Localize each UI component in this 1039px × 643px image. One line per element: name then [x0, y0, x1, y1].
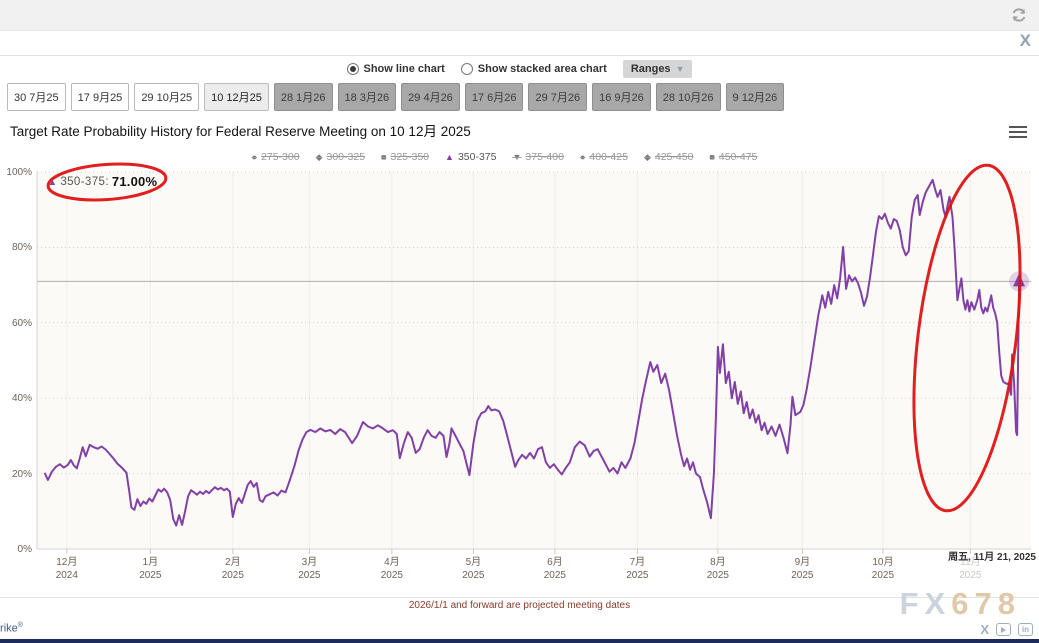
y-tick-80: 80%	[11, 242, 32, 254]
footer-divider	[0, 597, 1039, 598]
quikstrike-q-watermark: Q	[940, 191, 1023, 238]
tab-meeting-29-7月26[interactable]: 29 7月26	[528, 83, 588, 111]
tab-meeting-28-10月26[interactable]: 28 10月26	[655, 83, 721, 111]
social-icons: X in	[980, 622, 1033, 637]
tab-meeting-29-4月26[interactable]: 29 4月26	[401, 83, 460, 111]
diamond-marker-icon: ◆	[643, 152, 651, 162]
legend-item-375-400[interactable]: ▼ 375-400	[512, 151, 564, 163]
chart-type-controls: Show line chart Show stacked area chart …	[0, 59, 1039, 79]
tab-meeting-10-12月25[interactable]: 10 12月25	[204, 83, 269, 111]
square-marker-icon: ■	[381, 152, 387, 162]
legend-item-425-450[interactable]: ◆ 425-450	[643, 151, 694, 163]
tooltip-value: 71.00%	[111, 174, 158, 189]
share-strip	[0, 31, 1039, 55]
tab-meeting-17-6月26[interactable]: 17 6月26	[464, 83, 524, 111]
fx678-fx: FX	[899, 586, 952, 621]
tab-meeting-17-9月25[interactable]: 17 9月25	[70, 83, 130, 111]
radio-area-label: Show stacked area chart	[477, 63, 607, 75]
fx678-numbers: 678	[951, 586, 1021, 621]
fx678-watermark: FX678	[900, 586, 1021, 622]
tab-meeting-18-3月26[interactable]: 18 3月26	[337, 83, 397, 111]
radio-area-dot[interactable]	[460, 63, 473, 75]
y-tick-40: 40%	[11, 393, 32, 405]
x-tick-2月-2025: 2月 2025	[221, 557, 244, 581]
chart-legend: ● 275-300 ◆ 300-325 ■ 325-350 ▲ 350-375 ▼ 375-400…	[0, 151, 1009, 163]
x-tick-6月-2025: 6月 2025	[543, 557, 566, 581]
browser-toolbar	[0, 0, 1039, 31]
chevron-down-icon: ▼	[675, 64, 685, 74]
tooltip-series-label: 350-375:	[60, 175, 109, 188]
x-tick-8月-2025: 8月 2025	[706, 557, 729, 581]
radio-stacked-area[interactable]: Show stacked area chart	[460, 63, 607, 75]
bottom-navy-bar	[0, 639, 1039, 643]
refresh-icon[interactable]	[1009, 5, 1029, 25]
linkedin-icon[interactable]: in	[1018, 623, 1033, 636]
y-tick-60: 60%	[11, 317, 32, 329]
radio-line-dot[interactable]	[346, 63, 359, 75]
legend-item-350-375[interactable]: ▲ 350-375	[445, 151, 497, 163]
crosshair-date-label: 周五, 11月 21, 2025	[948, 552, 1036, 563]
x-tick-10月-2025: 10月 2025	[871, 557, 895, 581]
ranges-dropdown[interactable]: Ranges ▼	[622, 60, 693, 78]
tab-meeting-16-9月26[interactable]: 16 9月26	[592, 83, 651, 111]
radio-line-label: Show line chart	[363, 63, 445, 75]
legend-item-275-300[interactable]: ● 275-300	[251, 151, 300, 163]
quikstrike-brand-partial: trike®	[0, 622, 23, 635]
projected-dates-note: 2026/1/1 and forward are projected meeti…	[408, 600, 631, 611]
x-tick-1月-2025: 1月 2025	[139, 557, 162, 581]
circle-marker-icon: ●	[251, 152, 258, 162]
legend-item-325-350[interactable]: ■ 325-350	[381, 151, 430, 163]
y-tick-100: 100%	[6, 167, 32, 178]
q-letter: Q	[982, 191, 1015, 238]
x-tick-4月-2025: 4月 2025	[380, 557, 403, 581]
chart-menu-icon[interactable]	[1009, 123, 1027, 141]
tab-meeting-29-10月25[interactable]: 29 10月25	[134, 83, 200, 111]
tooltip-series-marker: ▲	[48, 176, 58, 187]
x-tick-5月-2025: 5月 2025	[462, 557, 485, 581]
x-social-icon[interactable]: X	[980, 622, 989, 637]
x-tick-9月-2025: 9月 2025	[791, 557, 814, 581]
x-tick-11月-2025: 11月 2025	[959, 557, 982, 581]
ranges-label: Ranges	[630, 63, 671, 75]
q-speed-lines	[940, 196, 988, 234]
y-tick-0: 0%	[17, 544, 32, 555]
chart-title: Target Rate Probability History for Fede…	[10, 124, 471, 139]
legend-item-400-425[interactable]: ● 400-425	[579, 151, 628, 163]
legend-item-450-475[interactable]: ■ 450-475	[709, 151, 758, 163]
chart-tooltip: ▲ 350-375: 71.00%	[48, 174, 157, 189]
tab-meeting-28-1月26[interactable]: 28 1月26	[273, 83, 333, 111]
tab-meeting-9-12月26[interactable]: 9 12月26	[725, 83, 785, 111]
x-tick-7月-2025: 7月 2025	[626, 557, 649, 581]
y-tick-20: 20%	[11, 468, 32, 480]
square-marker-icon: ■	[709, 152, 715, 162]
diamond-marker-icon: ◆	[315, 152, 323, 162]
x-tick-12月-2024: 12月 2024	[55, 557, 78, 581]
radio-line-chart[interactable]: Show line chart	[346, 63, 445, 75]
tab-meeting-30-7月25[interactable]: 30 7月25	[7, 83, 66, 111]
x-twitter-icon[interactable]: X	[1019, 31, 1031, 50]
triangle-up-marker-icon: ▲	[445, 152, 454, 162]
video-play-icon[interactable]	[996, 623, 1011, 636]
divider	[0, 55, 1039, 56]
legend-item-300-325[interactable]: ◆ 300-325	[315, 151, 366, 163]
triangle-down-marker-icon: ▼	[512, 152, 522, 162]
circle-marker-icon: ●	[579, 152, 586, 162]
x-tick-3月-2025: 3月 2025	[298, 557, 321, 581]
meeting-date-tabs: 30 7月25 17 9月25 29 10月25 10 12月25 28 1月26 18 …	[7, 83, 785, 111]
